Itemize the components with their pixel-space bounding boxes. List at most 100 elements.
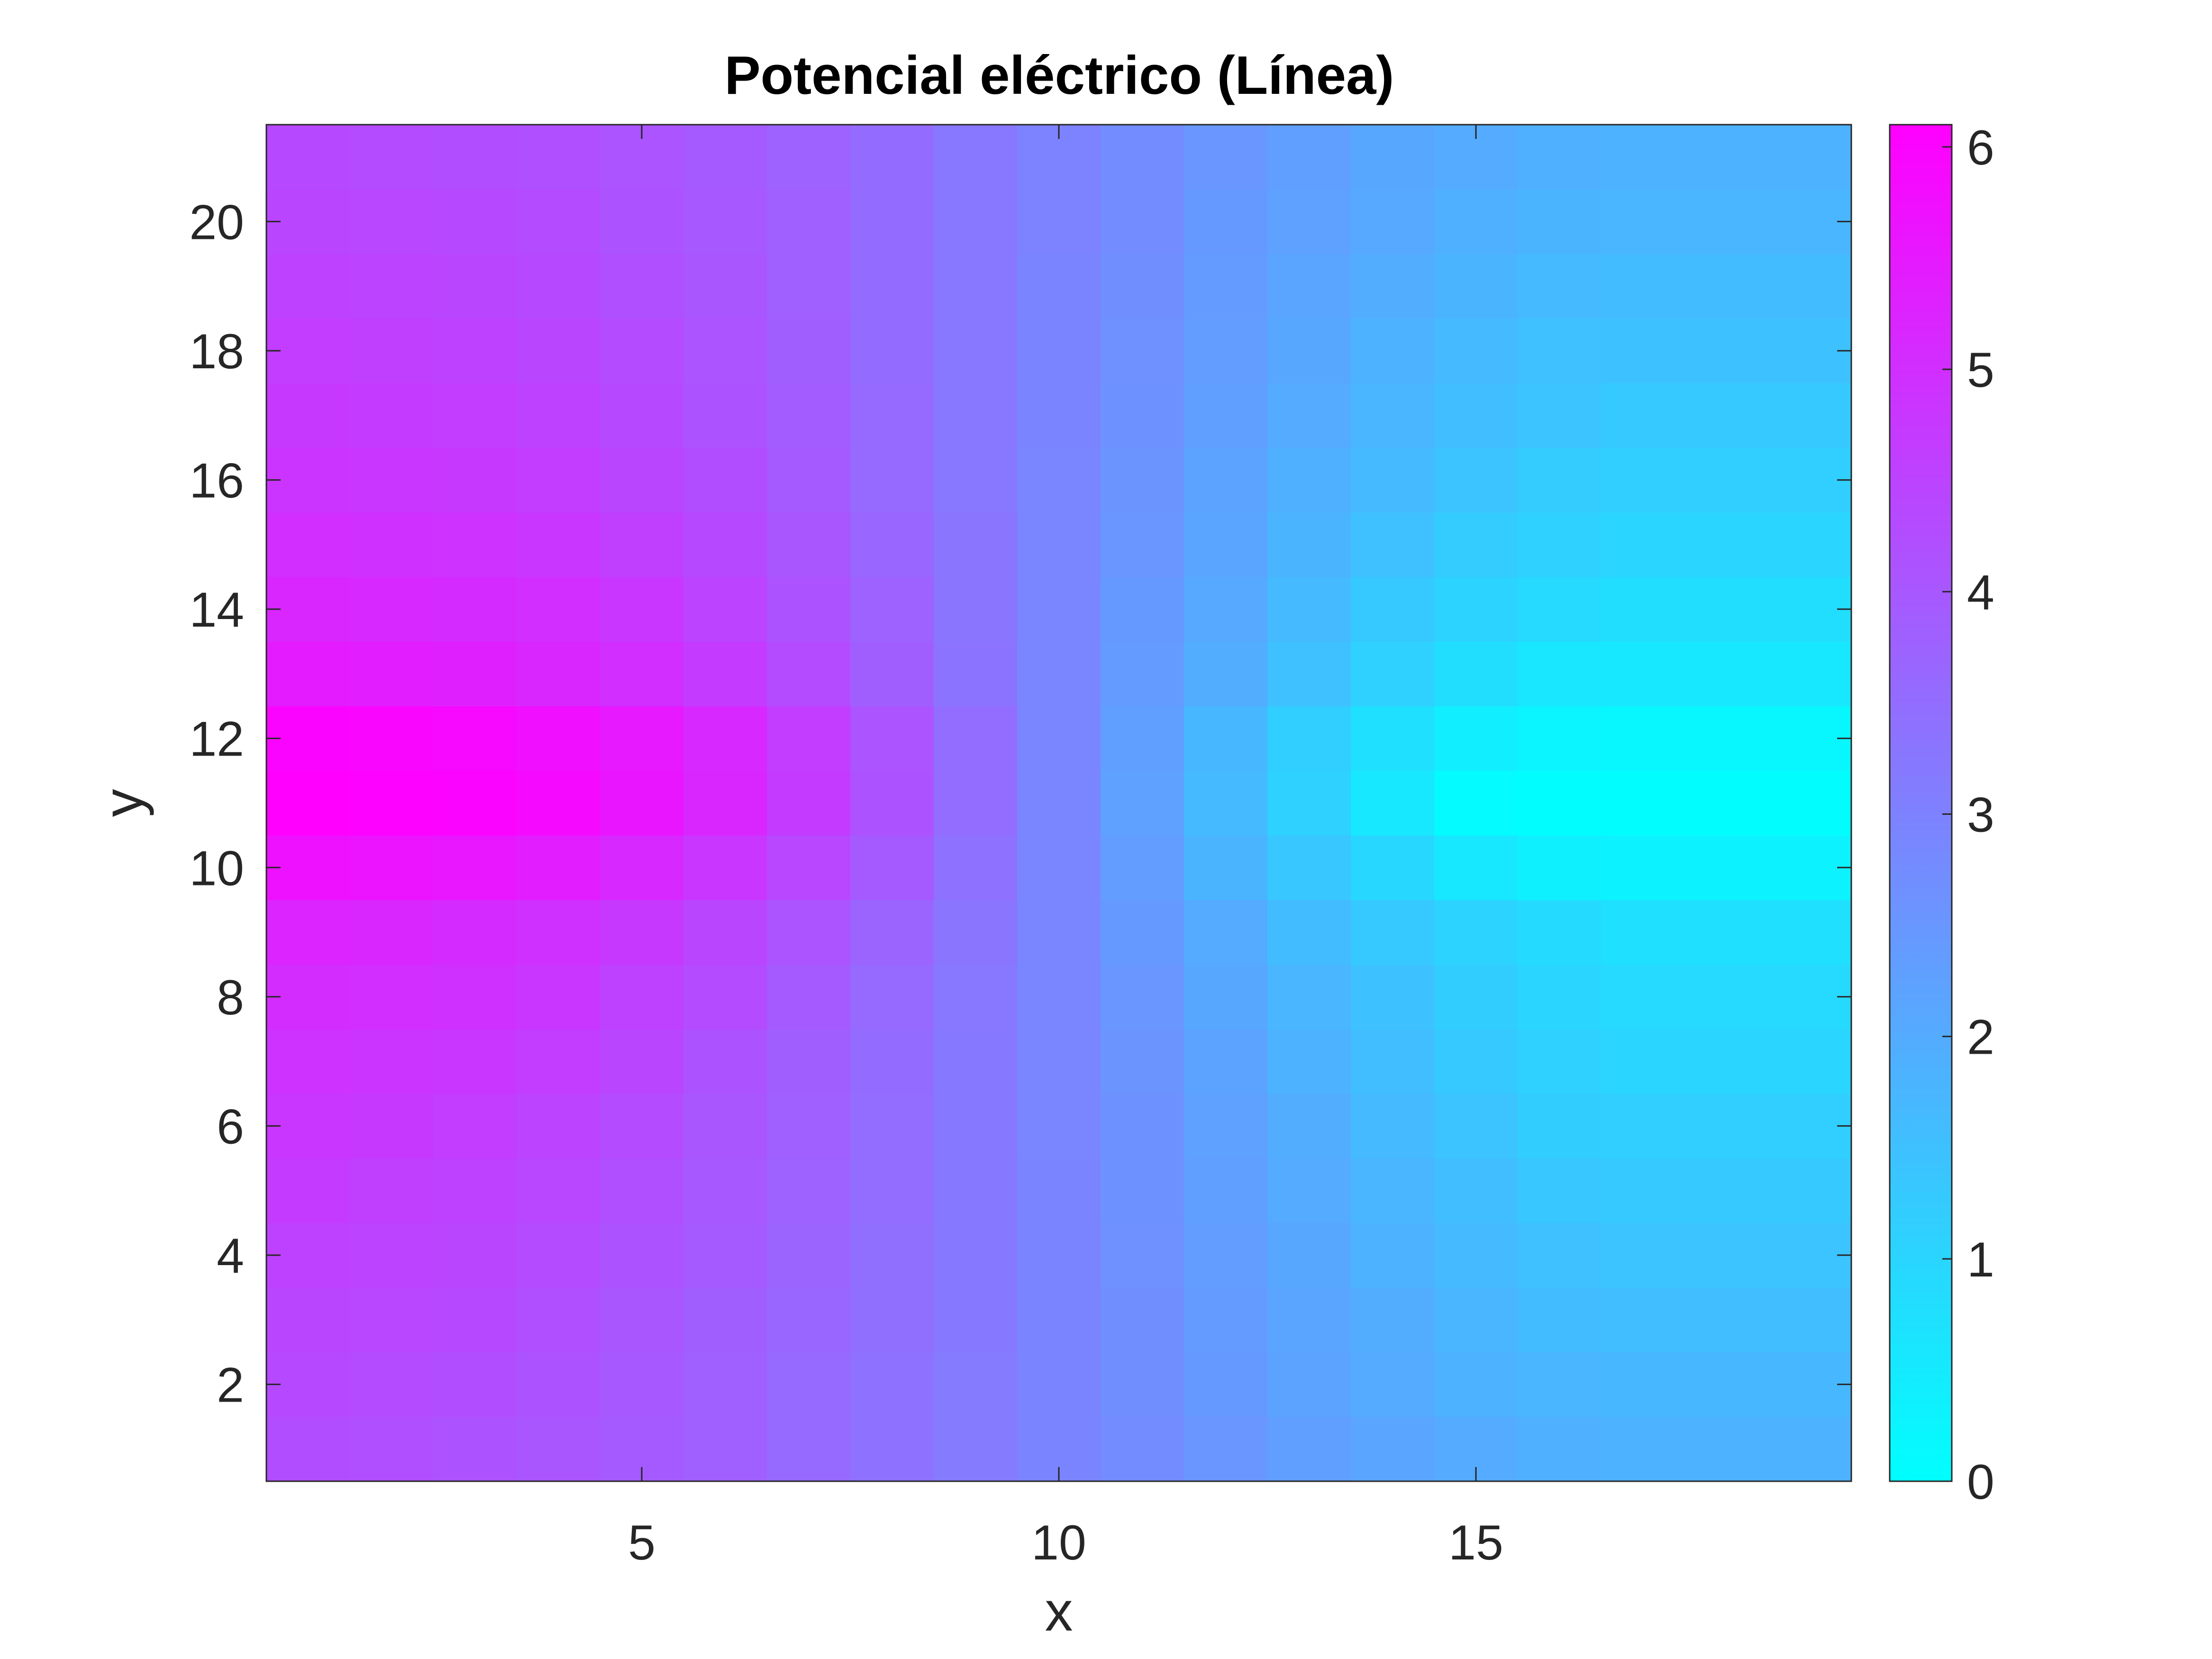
heatmap-cell [767,900,851,965]
heatmap-cell [934,512,1018,577]
heatmap-cell [1184,383,1268,448]
heatmap-cell [850,577,934,642]
heatmap-cell [433,189,517,255]
heatmap-cell [1017,1029,1101,1094]
heatmap-cell [1184,1222,1268,1288]
heatmap-cell [1351,706,1435,771]
heatmap-cell [350,964,434,1030]
heatmap-cell [1601,1158,1685,1223]
heatmap-cell [1351,964,1435,1030]
heatmap-cell [1684,1158,1768,1223]
heatmap-cell [1768,641,1852,707]
heatmap-cell [266,641,350,707]
heatmap-cell [934,1222,1018,1288]
heatmap-cell [767,125,851,190]
y-axis-label: y [92,789,155,817]
heatmap-cell [767,577,851,642]
heatmap-cell [850,512,934,577]
heatmap-cell [1768,383,1852,448]
heatmap-cell [1434,1287,1518,1353]
heatmap-cell [1601,706,1685,771]
heatmap-cell [1518,512,1602,577]
heatmap-cell [1267,254,1351,319]
colorbar-tick-label: 4 [1967,565,1994,620]
heatmap-cell [600,900,684,965]
heatmap-cell [850,641,934,707]
heatmap-cell [1184,641,1268,707]
heatmap-cell [1351,835,1435,901]
heatmap-cell [350,512,434,577]
heatmap-cell [1434,706,1518,771]
heatmap-cell [1434,964,1518,1030]
heatmap-cell [1267,318,1351,383]
heatmap-cell [767,512,851,577]
heatmap-cell [1267,1094,1351,1159]
heatmap-cell [683,125,767,190]
heatmap-cell [850,900,934,965]
heatmap-cell [1101,254,1184,319]
heatmap-cell [600,512,684,577]
heatmap-cell [1101,1094,1184,1159]
heatmap-cell [1518,1416,1602,1482]
heatmap-cell [433,383,517,448]
heatmap-cell [683,577,767,642]
heatmap-cell [1684,447,1768,513]
heatmap-cell [1518,254,1602,319]
heatmap-cell [1518,1094,1602,1159]
heatmap-cell [1601,1416,1685,1482]
heatmap-cell [1267,383,1351,448]
heatmap-cell [1184,835,1268,901]
heatmap-cell [433,1416,517,1482]
heatmap-cell [1601,447,1685,513]
heatmap-cell [433,1158,517,1223]
heatmap-cell [1601,1222,1685,1288]
heatmap-cell [767,770,851,836]
heatmap-cell [683,900,767,965]
heatmap-cell [1518,1222,1602,1288]
heatmap-cell [1017,383,1101,448]
heatmap-cell [1601,835,1685,901]
heatmap-cell [1184,447,1268,513]
heatmap-cell [517,1352,601,1417]
heatmap-cell [1184,512,1268,577]
heatmap-cell [1101,447,1184,513]
heatmap-cell [683,1094,767,1159]
heatmap-cell [1768,1416,1852,1482]
heatmap-cell [1434,447,1518,513]
heatmap-cell [1684,1416,1768,1482]
heatmap-cell [1518,1158,1602,1223]
heatmap-cell [1184,318,1268,383]
heatmap-cell [433,964,517,1030]
heatmap-cell [350,770,434,836]
x-axis: 5 10 15 [628,125,1503,1570]
heatmap-cell [1101,770,1184,836]
heatmap-cell [1351,254,1435,319]
colorbar-tick-label: 5 [1967,343,1994,398]
colorbar-tick-label: 6 [1967,120,1994,175]
heatmap-cell [433,706,517,771]
heatmap-cell [1351,900,1435,965]
heatmap-cell [683,1287,767,1353]
heatmap-cell [1351,125,1435,190]
heatmap-cell [850,189,934,255]
heatmap-cell [600,1094,684,1159]
heatmap-cell [934,1029,1018,1094]
chart-title: Potencial eléctrico (Línea) [725,46,1394,106]
heatmap-cell [850,1222,934,1288]
heatmap-cell [1267,900,1351,965]
heatmap-cell [350,1222,434,1288]
heatmap-cell [767,318,851,383]
heatmap-cell [266,770,350,836]
heatmap-cell [1434,900,1518,965]
heatmap-cell [683,189,767,255]
colorbar-tick-label: 1 [1967,1232,1994,1287]
heatmap-cell [517,1158,601,1223]
heatmap-cell [517,641,601,707]
heatmap-cell [1684,512,1768,577]
heatmap-cell [767,706,851,771]
heatmap-cell [1768,254,1852,319]
heatmap-cell [934,1352,1018,1417]
heatmap-cell [433,835,517,901]
heatmap-cell [266,1158,350,1223]
heatmap-cell [1684,1287,1768,1353]
